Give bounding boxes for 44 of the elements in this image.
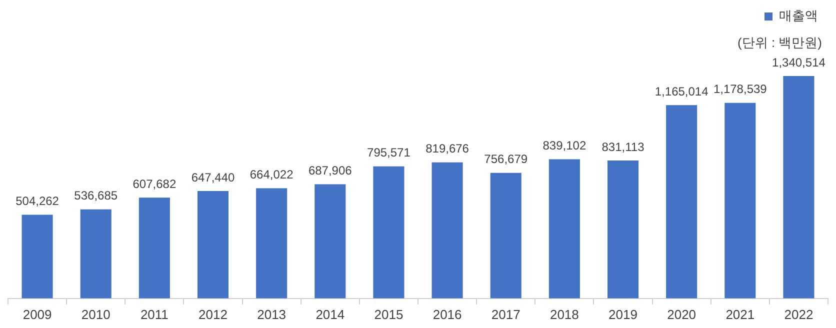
x-tick-label: 2021 <box>726 306 755 322</box>
x-tick-label: 2018 <box>550 306 579 322</box>
data-label: 1,340,514 <box>772 55 826 70</box>
bar <box>490 172 522 298</box>
x-tick-label: 2020 <box>667 306 696 322</box>
x-tick-label: 2016 <box>432 306 462 322</box>
bar <box>138 198 170 298</box>
bar <box>666 105 698 298</box>
x-tick-label: 2014 <box>316 306 345 322</box>
data-label: 664,022 <box>250 168 294 182</box>
x-tick-label: 2022 <box>784 306 814 322</box>
data-label: 795,571 <box>367 146 411 160</box>
bar <box>22 214 53 298</box>
bar <box>197 191 229 298</box>
bar <box>373 166 404 298</box>
data-label: 839,102 <box>542 138 586 153</box>
bar <box>256 188 288 298</box>
data-label: 536,685 <box>74 188 118 203</box>
text: (단위 : 백만원) <box>738 34 822 52</box>
x-tick-label: 2012 <box>198 306 228 322</box>
x-tick-label: 2009 <box>22 306 52 322</box>
legend-label: 매출액 <box>779 8 818 24</box>
data-label: 819,676 <box>426 142 470 156</box>
x-tick-label: 2013 <box>257 306 286 322</box>
bar <box>314 184 346 298</box>
data-label: 1,165,014 <box>654 84 709 98</box>
data-label: 504,262 <box>16 194 60 208</box>
data-label: 687,906 <box>308 164 352 178</box>
data-label: 647,440 <box>191 170 236 184</box>
data-label: 1,178,539 <box>713 82 768 96</box>
bar <box>724 102 756 298</box>
bar <box>607 160 639 298</box>
bar <box>548 159 580 298</box>
bar <box>783 76 814 298</box>
data-label: 607,682 <box>132 176 176 191</box>
x-tick-label: 2011 <box>140 306 168 322</box>
data-label: 756,679 <box>484 152 528 166</box>
x-tick-label: 2019 <box>608 306 638 322</box>
x-tick-label: 2017 <box>491 306 520 322</box>
x-tick-label: 2015 <box>374 306 404 322</box>
bar <box>432 162 463 298</box>
bar <box>80 209 112 298</box>
x-tick-label: 2010 <box>81 306 110 322</box>
data-label: 831,113 <box>602 140 645 154</box>
